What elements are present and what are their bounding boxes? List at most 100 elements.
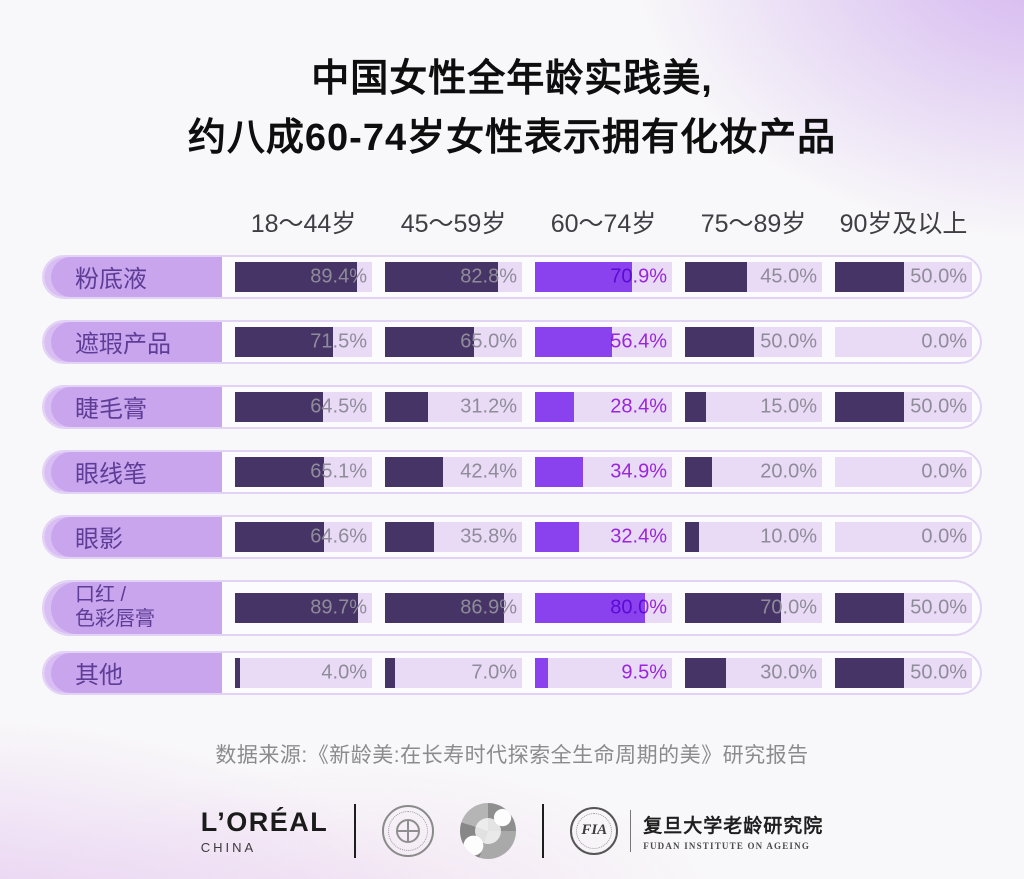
bar-value: 30.0% [760, 661, 817, 684]
bar-value: 70.0% [760, 596, 817, 619]
bar-track: 50.0% [685, 326, 822, 357]
bar-value: 89.4% [310, 265, 367, 288]
bar-value: 34.9% [610, 460, 667, 483]
row-label-pill: 睫毛膏 [44, 386, 222, 427]
bar-track: 50.0% [835, 592, 972, 623]
bar-value: 70.9% [610, 265, 667, 288]
bar [835, 391, 904, 422]
bar [385, 521, 435, 552]
bar-track: 80.0% [535, 592, 672, 623]
bar-value: 10.0% [760, 525, 817, 548]
column-header: 75〜89岁 [700, 209, 807, 238]
row-label-pill: 眼线笔 [44, 451, 222, 492]
emblem-core [475, 817, 502, 844]
bar [685, 326, 754, 357]
row-label: 其他 [75, 662, 123, 690]
bar-track: 0.0% [835, 521, 972, 552]
bar-value: 42.4% [460, 460, 517, 483]
bar [835, 657, 904, 688]
bar-track: 64.5% [235, 391, 372, 422]
globe-icon [396, 818, 421, 843]
row-label-pill: 眼影 [44, 516, 222, 557]
bar-track: 70.0% [685, 592, 822, 623]
bar-value: 0.0% [921, 330, 967, 353]
bar-value: 15.0% [760, 395, 817, 418]
row-label-pill-inner: 口红 / 色彩唇膏 [51, 581, 222, 634]
bar [235, 657, 241, 688]
bar [685, 456, 713, 487]
bar-track: 20.0% [685, 456, 822, 487]
fudan-divider [630, 809, 632, 852]
bar [385, 592, 505, 623]
chart-row: 眼线笔 65.1% 42.4% 34.9% 20.0% 0.0% [42, 449, 982, 494]
bar-value: 71.5% [310, 330, 367, 353]
bar-value: 45.0% [760, 265, 817, 288]
column-headers: 18〜44岁 45〜59岁 60〜74岁 75〜89岁 90岁及以上 [44, 204, 984, 240]
footer-divider [542, 803, 545, 858]
footer-logos: L’ORÉAL CHINA FIA 复旦大学老龄研究院 FUDAN INSTIT… [0, 802, 1024, 859]
bar-track: 35.8% [385, 521, 522, 552]
chart-row: 口红 / 色彩唇膏 89.7% 86.9% 80.0% 70.0% 50.0% [42, 579, 982, 636]
bar-value: 0.0% [921, 460, 967, 483]
loreal-wordmark: L’ORÉAL [200, 806, 329, 837]
column-header: 60〜74岁 [550, 209, 657, 238]
chart-row: 睫毛膏 64.5% 31.2% 28.4% 15.0% 50.0% [42, 384, 982, 429]
bar [685, 261, 747, 292]
header-spacer [44, 204, 222, 240]
bar [535, 521, 580, 552]
row-label-pill-inner: 遮瑕产品 [51, 321, 222, 362]
bar-track: 28.4% [535, 391, 672, 422]
footer-divider [354, 803, 357, 858]
column-header: 18〜44岁 [250, 209, 357, 238]
bar [235, 326, 333, 357]
bar-value: 31.2% [460, 395, 517, 418]
row-label-pill-inner: 眼线笔 [51, 451, 222, 492]
bar [535, 391, 574, 422]
chart-row: 粉底液 89.4% 82.8% 70.9% 45.0% 50.0% [42, 254, 982, 299]
column-header: 45〜59岁 [400, 209, 507, 238]
bar-value: 9.5% [621, 661, 667, 684]
bar-track: 50.0% [835, 657, 972, 688]
chart-rows: 粉底液 89.4% 82.8% 70.9% 45.0% 50.0% 遮瑕产品 71.5% 65.… [42, 254, 1024, 695]
bar [685, 592, 781, 623]
bar-value: 64.6% [310, 525, 367, 548]
bar-track: 71.5% [235, 326, 372, 357]
bar [685, 657, 727, 688]
fudan-institute-name: 复旦大学老龄研究院 [643, 815, 824, 837]
bar-track: 0.0% [835, 456, 972, 487]
bar [235, 592, 358, 623]
bar-track: 56.4% [535, 326, 672, 357]
bar-track: 4.0% [235, 657, 372, 688]
bar-track: 42.4% [385, 456, 522, 487]
bar-track: 64.6% [235, 521, 372, 552]
bar-track: 65.1% [235, 456, 372, 487]
bar-value: 50.0% [910, 596, 967, 619]
consumer-council-seal-icon [382, 804, 435, 857]
column-header: 90岁及以上 [839, 209, 968, 238]
bar-value: 89.7% [310, 596, 367, 619]
loreal-logo: L’ORÉAL CHINA [201, 807, 329, 855]
row-label: 粉底液 [75, 266, 147, 294]
bar [385, 261, 499, 292]
bar [235, 456, 325, 487]
bar-track: 7.0% [385, 657, 522, 688]
bar-value: 65.0% [460, 330, 517, 353]
row-label-pill: 口红 / 色彩唇膏 [44, 581, 222, 634]
bar [235, 521, 324, 552]
bar [535, 456, 583, 487]
page-title: 中国女性全年龄实践美, 约八成60-74岁女性表示拥有化妆产品 [0, 50, 1024, 168]
row-label-pill-inner: 眼影 [51, 516, 222, 557]
bar-track: 89.7% [235, 592, 372, 623]
bar [685, 521, 699, 552]
bar-track: 10.0% [685, 521, 822, 552]
row-label: 遮瑕产品 [75, 331, 171, 359]
fia-monogram: FIA [581, 822, 608, 839]
bar [385, 326, 475, 357]
bar-track: 82.8% [385, 261, 522, 292]
bar-value: 50.0% [910, 395, 967, 418]
bar-value: 32.4% [610, 525, 667, 548]
fudan-text: 复旦大学老龄研究院 FUDAN INSTITUTE ON AGEING [643, 811, 823, 851]
bar-track: 31.2% [385, 391, 522, 422]
bar-value: 0.0% [921, 525, 967, 548]
bar-value: 50.0% [760, 330, 817, 353]
